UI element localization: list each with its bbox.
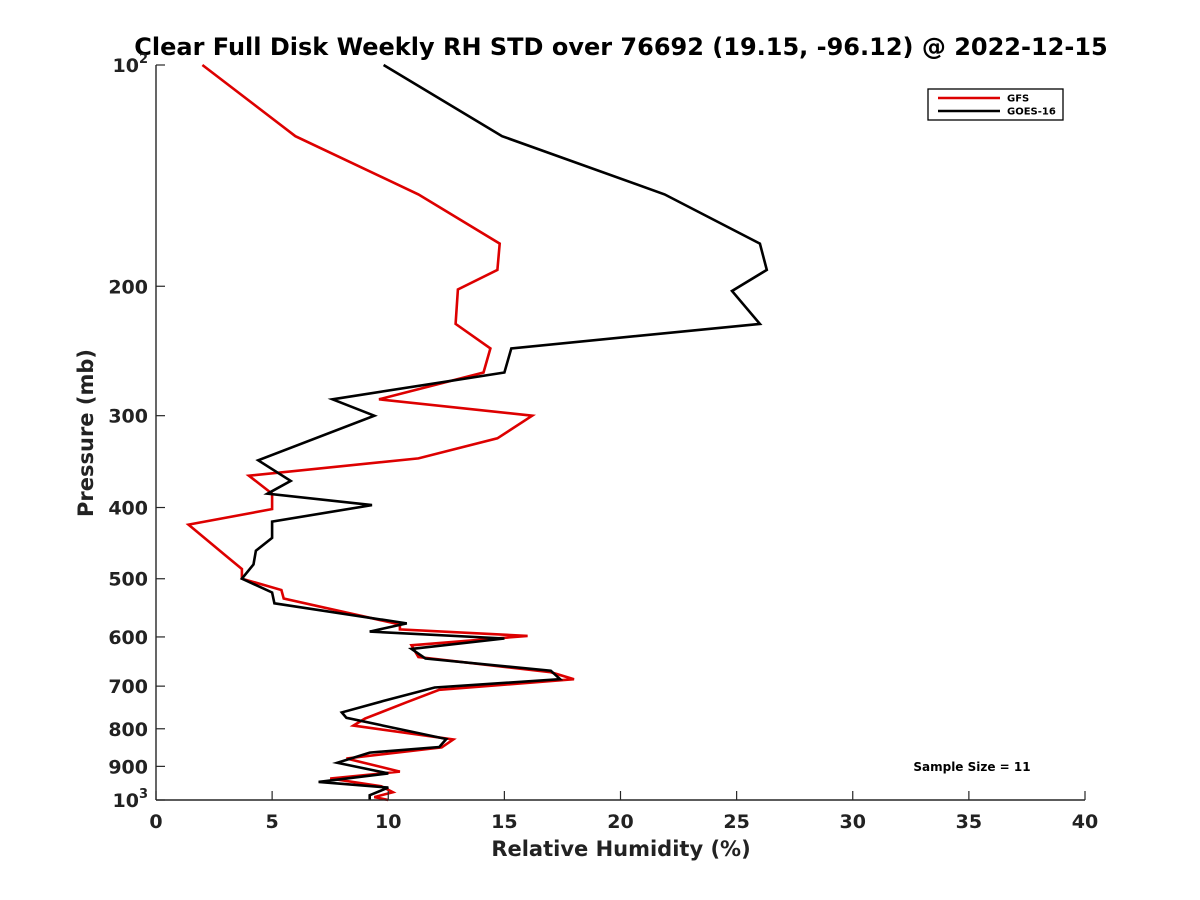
sample-size-annotation: Sample Size = 11	[913, 760, 1030, 774]
y-tick-label: 300	[108, 406, 148, 428]
y-tick-label: 200	[108, 276, 148, 298]
legend: GFS GOES-16	[927, 88, 1064, 121]
x-tick-label: 5	[266, 811, 279, 833]
x-tick-label: 30	[840, 811, 866, 833]
series-line-gfs	[185, 63, 575, 802]
x-tick-label: 25	[723, 811, 749, 833]
x-tick-label: 10	[375, 811, 401, 833]
legend-label-gfs: GFS	[1007, 94, 1029, 105]
y-tick-label: 400	[108, 498, 148, 520]
y-tick-label: 800	[108, 719, 148, 741]
y-tick-label: 900	[108, 756, 148, 778]
y-tick-label: 500	[108, 569, 148, 591]
legend-box	[927, 88, 1064, 121]
x-tick-label: 15	[491, 811, 517, 833]
y-tick-label: 600	[108, 627, 148, 649]
plot-area	[185, 63, 769, 802]
y-tick-label: 102	[113, 52, 149, 77]
x-tick-label: 40	[1072, 811, 1098, 833]
x-tick-label: 0	[149, 811, 162, 833]
y-axis: 102 200 300 400 500 600 700 800 900 103	[108, 52, 165, 812]
y-tick-label: 103	[113, 787, 149, 812]
y-axis-label: Pressure (mb)	[74, 349, 98, 517]
chart-title: Clear Full Disk Weekly RH STD over 76692…	[134, 33, 1107, 61]
y-tick-label: 700	[108, 676, 148, 698]
x-axis: 0 5 10 15 20 25 30 35 40	[149, 791, 1098, 833]
x-tick-label: 35	[956, 811, 982, 833]
series-line-goes-16	[239, 63, 769, 800]
legend-label-goes-16: GOES-16	[1007, 107, 1056, 118]
x-axis-label: Relative Humidity (%)	[491, 837, 750, 861]
x-tick-label: 20	[607, 811, 633, 833]
